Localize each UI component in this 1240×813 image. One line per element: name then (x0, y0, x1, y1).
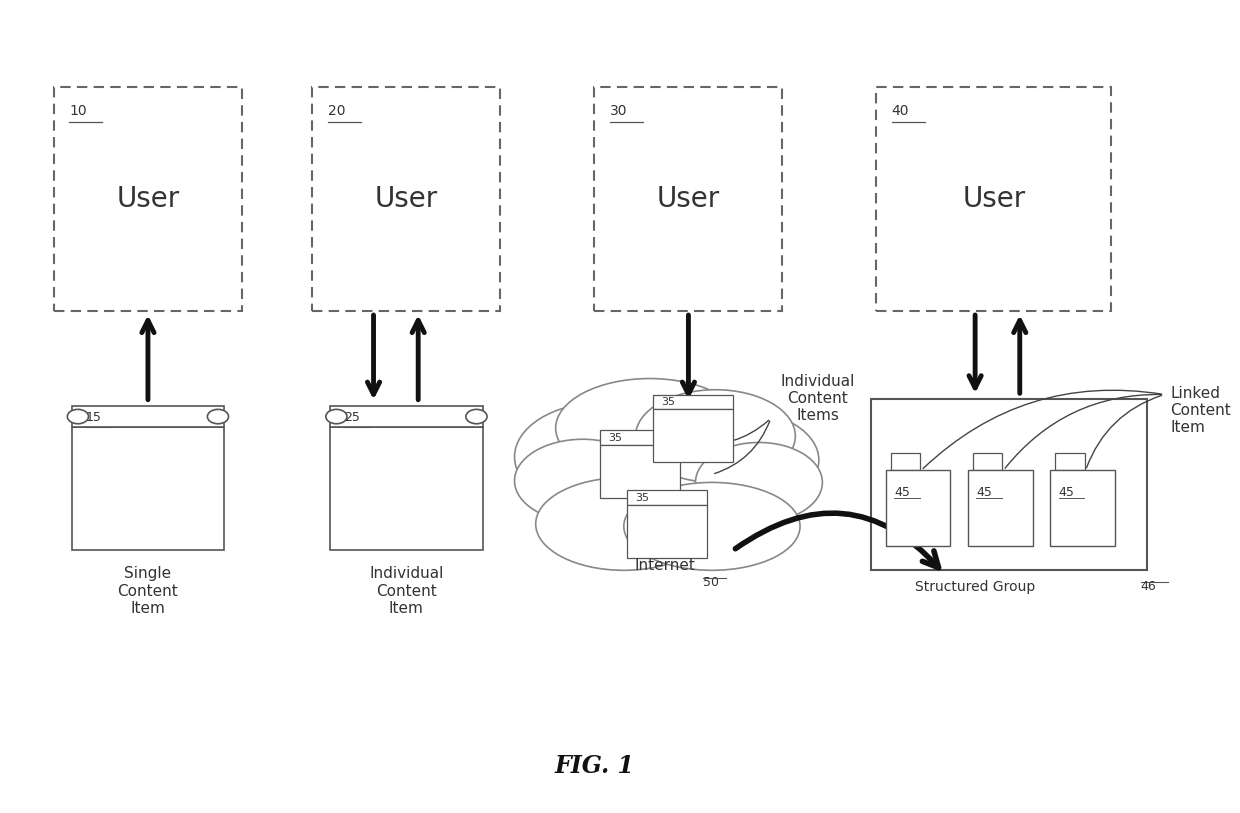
Circle shape (466, 410, 487, 424)
Ellipse shape (658, 411, 818, 510)
Circle shape (207, 410, 228, 424)
Bar (885, 471, 950, 546)
Text: 35: 35 (636, 493, 650, 503)
Bar (600, 446, 681, 498)
Text: 25: 25 (345, 411, 360, 424)
Text: 10: 10 (69, 104, 87, 119)
Ellipse shape (536, 477, 712, 570)
Text: Individual
Content
Items: Individual Content Items (780, 374, 854, 424)
Text: 50: 50 (703, 576, 718, 589)
Text: Internet: Internet (635, 559, 696, 573)
Bar (330, 406, 482, 427)
Text: User: User (374, 185, 438, 213)
Bar (870, 398, 1147, 570)
Text: Single
Content
Item: Single Content Item (118, 567, 179, 616)
Bar (653, 410, 733, 463)
Bar (627, 490, 707, 506)
Circle shape (326, 410, 347, 424)
Bar (973, 453, 1002, 471)
Text: 35: 35 (609, 433, 622, 443)
Text: 45: 45 (894, 486, 910, 499)
Ellipse shape (515, 439, 651, 523)
Bar (627, 506, 707, 559)
Ellipse shape (529, 390, 812, 559)
Ellipse shape (515, 402, 691, 511)
Text: 46: 46 (1141, 580, 1157, 593)
Text: 15: 15 (86, 411, 102, 424)
Text: 45: 45 (1059, 486, 1074, 499)
Bar (330, 427, 482, 550)
Bar (892, 453, 920, 471)
Bar (600, 430, 681, 446)
Bar (55, 87, 242, 311)
Bar (312, 87, 501, 311)
Bar (72, 427, 224, 550)
Text: User: User (962, 185, 1025, 213)
Ellipse shape (624, 482, 800, 570)
Text: User: User (117, 185, 180, 213)
Bar (72, 406, 224, 427)
Text: 45: 45 (976, 486, 992, 499)
Ellipse shape (696, 442, 822, 523)
Bar (968, 471, 1033, 546)
Bar (1050, 471, 1115, 546)
Ellipse shape (556, 379, 744, 477)
Bar (594, 87, 782, 311)
Text: FIG. 1: FIG. 1 (554, 754, 635, 778)
Text: Linked
Content
Item: Linked Content Item (1171, 385, 1231, 436)
Text: 20: 20 (327, 104, 345, 119)
Text: 35: 35 (661, 397, 676, 407)
Text: 40: 40 (892, 104, 909, 119)
Text: 30: 30 (610, 104, 627, 119)
Text: User: User (657, 185, 720, 213)
Bar (877, 87, 1111, 311)
Text: Structured Group: Structured Group (915, 580, 1035, 594)
Bar (653, 394, 733, 410)
Text: Individual
Content
Item: Individual Content Item (370, 567, 444, 616)
Circle shape (67, 410, 88, 424)
Bar (1055, 453, 1085, 471)
Ellipse shape (636, 389, 795, 482)
